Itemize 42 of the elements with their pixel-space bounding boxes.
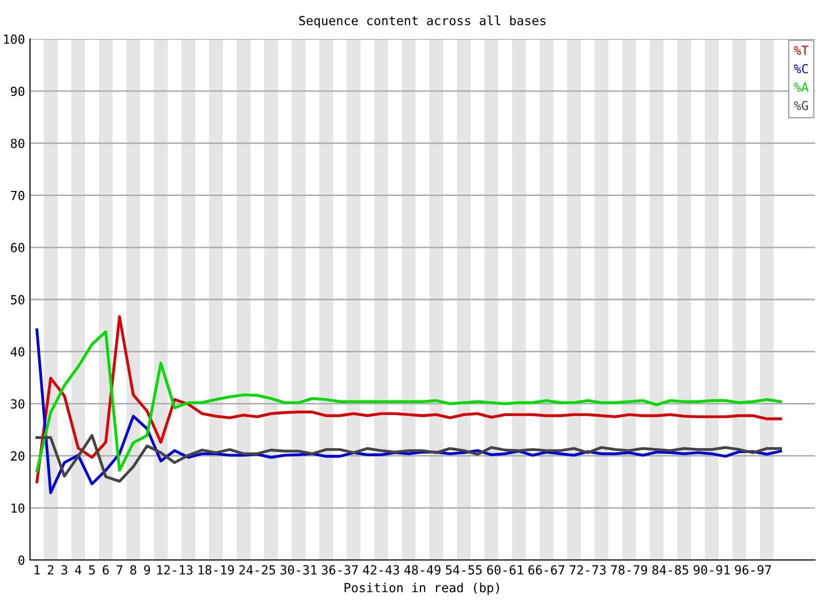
y-tick-label: 100 (4, 34, 24, 44)
x-tick-label: 90-91 (694, 565, 730, 575)
x-tick-label: 9 (144, 565, 150, 575)
x-tick-label: 4 (75, 565, 82, 574)
x-tick-label: 48-49 (404, 565, 440, 575)
text: %C (794, 64, 808, 74)
chart-title: Sequence content across all bases (299, 16, 546, 28)
x-tick-label: 24-25 (239, 565, 276, 575)
y-tick-label: 70 (10, 190, 24, 200)
x-tick-label: 8 (130, 565, 136, 575)
y-tick-label: 30 (10, 399, 24, 409)
x-tick-label: 6 (102, 565, 109, 575)
x-tick-label: 54-55 (446, 565, 482, 575)
x-tick-label: 7 (116, 565, 122, 574)
x-tick-label: 66-67 (528, 565, 564, 575)
x-tick-label: 30-31 (280, 565, 317, 575)
x-axis-title: Position in read (bp) (344, 582, 499, 595)
text: %A (794, 82, 809, 92)
x-tick-label: 12-13 (157, 565, 192, 575)
x-tick-label: 60-61 (487, 565, 524, 575)
x-tick-label: 42-43 (362, 565, 400, 575)
y-tick-label: 10 (12, 503, 24, 513)
x-tick-label: 84-85 (652, 565, 688, 575)
y-tick-label: 80 (10, 138, 24, 148)
x-tick-label: 96-97 (734, 565, 771, 575)
x-tick-label: 5 (89, 565, 95, 575)
y-tick-label: 20 (11, 451, 24, 461)
x-tick-label: 18-19 (198, 565, 234, 575)
y-tick-label: 60 (10, 242, 24, 252)
y-tick-label: 50 (10, 295, 24, 304)
y-tick-label: 0 (18, 556, 24, 565)
line-series (35, 434, 782, 483)
x-tick-label: 2 (48, 565, 54, 574)
x-tick-label: 78-79 (611, 565, 648, 575)
y-tick-label: 90 (10, 86, 24, 96)
x-tick-label: 3 (62, 565, 68, 575)
x-tick-label: 1 (34, 565, 40, 574)
x-tick-label: 36-37 (322, 565, 358, 575)
text: %T (794, 46, 808, 55)
y-tick-label: 40 (10, 347, 24, 357)
text: %G (794, 100, 808, 110)
x-tick-label: 72-73 (570, 565, 606, 575)
